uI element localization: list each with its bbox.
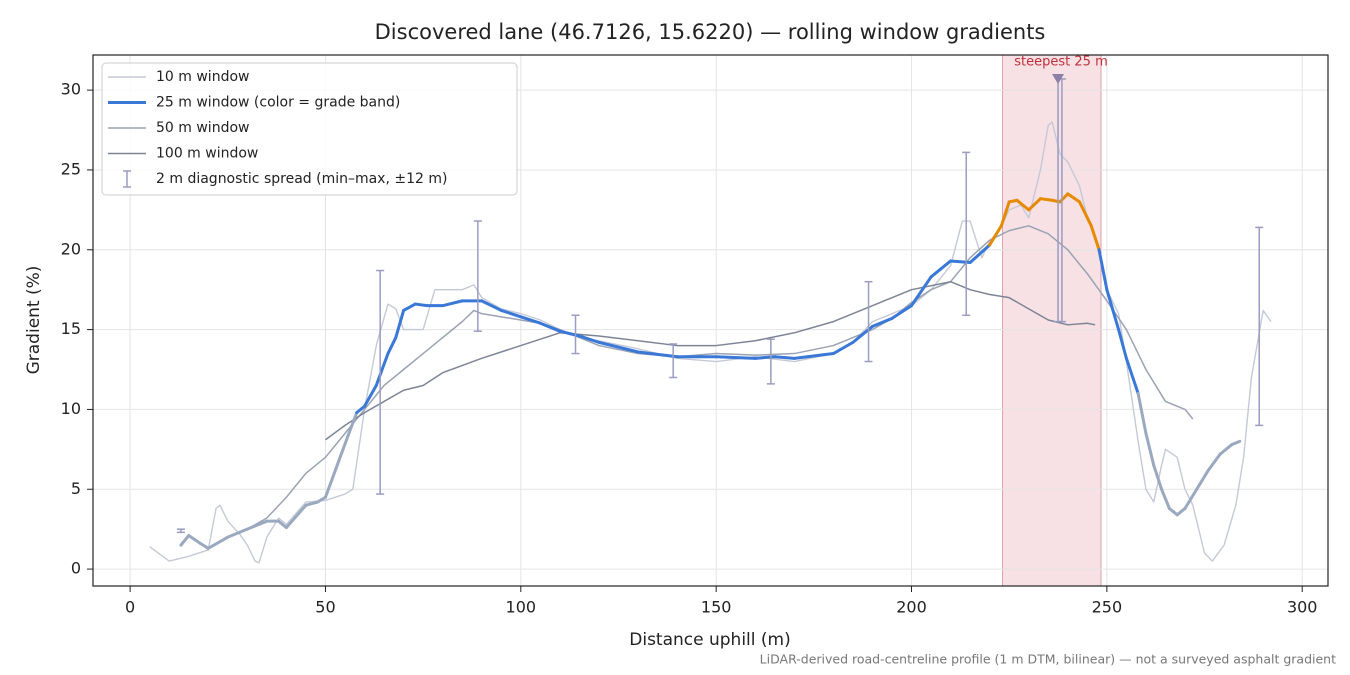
series-line-segment (1152, 463, 1164, 491)
series-line-segment (245, 519, 269, 531)
x-tick-label: 150 (701, 598, 732, 617)
series-line-segment (1195, 468, 1210, 491)
series-line-segment (1230, 439, 1242, 447)
y-tick-label: 0 (71, 559, 81, 578)
series-line-segment (206, 535, 230, 550)
y-tick-label: 15 (61, 319, 81, 338)
series-line-segment (1175, 506, 1187, 517)
series-line-segment (910, 275, 933, 308)
series-line-segment (890, 304, 914, 320)
plot-frame (92, 54, 1329, 587)
series-line-segment (1160, 487, 1171, 510)
series-line-segment (949, 259, 972, 265)
legend: 10 m window 25 m window (color = grade ba… (101, 62, 518, 196)
series-line-segment (870, 316, 894, 328)
series-line-segment (714, 355, 757, 360)
x-tick-label: 200 (896, 598, 927, 617)
chart-title: Discovered lane (46.7126, 15.6220) — rol… (375, 20, 1046, 44)
series-line-segment (277, 519, 288, 530)
series-line-segment (226, 527, 249, 539)
series-line-segment (1144, 431, 1156, 467)
x-axis-label: Distance uphill (m) (629, 630, 790, 650)
series-line-segment (1066, 192, 1082, 204)
series-line-segment (1167, 506, 1179, 517)
annotation-label: steepest 25 m (1014, 54, 1107, 69)
series-line-segment (402, 302, 417, 312)
y-axis-label: Gradient (%) (24, 266, 44, 375)
series-line-segment (519, 315, 542, 325)
series-line-segment (1027, 197, 1042, 212)
series-line-segment (597, 340, 640, 354)
series-line-segment (577, 334, 601, 344)
y-tick-label: 30 (61, 80, 81, 99)
x-tick-label: 0 (125, 598, 135, 617)
series-line-segment (1105, 288, 1121, 332)
series-line-segment (1078, 200, 1093, 228)
series-line-segment (441, 299, 464, 308)
x-tick-label: 300 (1287, 598, 1318, 617)
series-line-segment (999, 200, 1011, 228)
series-line-segment (316, 495, 327, 504)
series-line-segment (1015, 198, 1031, 212)
series-line (325, 280, 1096, 441)
series-line-segment (1218, 443, 1234, 456)
series-line-segment (187, 534, 202, 546)
series-line-segment (499, 308, 523, 319)
series-line-segment (988, 224, 1003, 247)
series-line-segment (1089, 224, 1101, 252)
series-line-segment (1183, 487, 1199, 510)
series-line-segment (198, 542, 210, 550)
legend-label: 2 m diagnostic spread (min–max, ±12 m) (156, 171, 447, 187)
y-tick-label: 10 (61, 399, 81, 418)
series-line-segment (968, 243, 992, 265)
x-tick-label: 100 (506, 598, 537, 617)
series-line-segment (374, 352, 390, 387)
series-line-segment (851, 324, 874, 344)
series-line-segment (636, 350, 679, 359)
series-line-segment (323, 463, 339, 499)
legend-label: 100 m window (156, 146, 258, 162)
series-line-segment (1097, 248, 1109, 292)
series-line-segment (773, 355, 796, 360)
series-line-segment (1136, 391, 1148, 435)
legend-box (101, 62, 518, 196)
series-line-segment (363, 383, 378, 408)
y-tick-label: 25 (61, 159, 81, 178)
series-line-segment (304, 500, 320, 507)
series-line-segment (1038, 197, 1054, 202)
x-tick-label: 50 (315, 598, 335, 617)
series-line-segment (1124, 356, 1140, 395)
y-tick-label: 5 (71, 479, 81, 498)
series-line-segment (831, 340, 855, 356)
series-line-segment (347, 411, 359, 435)
series-line-segment (413, 302, 429, 308)
footnote: LiDAR-derived road-centreline profile (1… (760, 652, 1336, 667)
series-line-segment (394, 308, 406, 340)
series-line-segment (335, 431, 351, 467)
series-line-segment (1117, 328, 1128, 360)
series-line-segment (284, 503, 308, 530)
series-line-segment (792, 352, 835, 360)
series-line (246, 225, 1194, 530)
series-line-segment (386, 336, 398, 356)
series-line-segment (1206, 452, 1222, 472)
legend-label: 10 m window (156, 69, 249, 85)
series-line-segment (538, 321, 562, 333)
series-line-segment (929, 259, 953, 279)
series-line-segment (179, 534, 191, 547)
annotation-marker (1052, 73, 1065, 84)
series-line-segment (480, 299, 503, 312)
legend-label: 25 m window (color = grade band) (156, 95, 400, 111)
series-line-segment (355, 404, 367, 415)
x-tick-label: 250 (1092, 598, 1123, 617)
y-tick-label: 20 (61, 239, 81, 258)
series-line-segment (753, 355, 777, 360)
legend-label: 50 m window (156, 120, 249, 136)
